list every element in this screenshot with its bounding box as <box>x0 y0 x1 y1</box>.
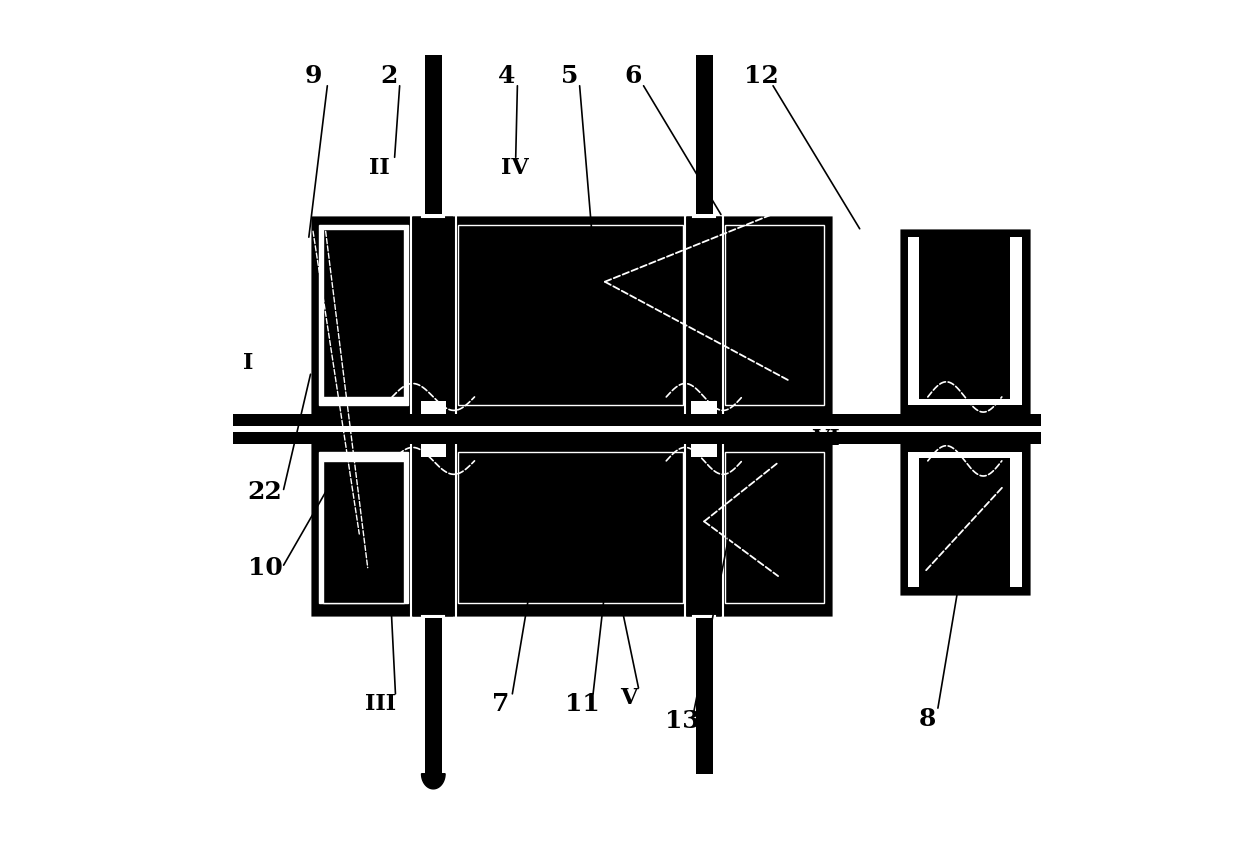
Text: 8: 8 <box>919 707 936 731</box>
Bar <box>919 237 1011 399</box>
Bar <box>233 414 1040 444</box>
Bar <box>696 618 713 774</box>
Bar <box>908 237 1022 405</box>
Bar <box>423 616 444 776</box>
Text: I: I <box>243 352 253 374</box>
Text: 4: 4 <box>497 64 515 87</box>
Bar <box>908 452 1022 587</box>
Text: 2: 2 <box>379 64 397 87</box>
Bar <box>725 452 825 603</box>
Bar <box>687 214 720 618</box>
Bar <box>693 616 715 776</box>
Bar <box>319 452 408 603</box>
Polygon shape <box>422 774 445 789</box>
Text: VI: VI <box>812 428 839 450</box>
Bar <box>410 213 456 620</box>
Bar <box>693 53 715 217</box>
Bar <box>684 213 723 620</box>
Bar <box>458 225 683 405</box>
Bar <box>919 458 1011 587</box>
Text: II: II <box>370 157 389 179</box>
Bar <box>696 55 713 214</box>
Bar <box>425 55 441 214</box>
Text: 6: 6 <box>624 64 641 87</box>
Text: III: III <box>365 693 396 715</box>
Text: 13: 13 <box>665 709 699 733</box>
Text: 11: 11 <box>564 692 599 716</box>
Text: 5: 5 <box>560 64 578 87</box>
Text: 9: 9 <box>304 64 322 87</box>
Bar <box>425 618 441 774</box>
Bar <box>309 214 835 618</box>
Bar <box>898 227 1032 597</box>
Bar <box>898 227 1032 597</box>
Bar <box>233 426 1040 432</box>
Bar <box>309 214 835 618</box>
Bar <box>413 214 454 618</box>
Text: V: V <box>620 687 637 709</box>
Bar <box>324 229 404 397</box>
Text: 7: 7 <box>492 692 510 716</box>
Bar <box>692 401 717 457</box>
Bar <box>725 225 825 405</box>
Text: 12: 12 <box>744 64 779 87</box>
Text: 10: 10 <box>248 556 283 579</box>
Bar <box>423 53 444 217</box>
Bar <box>420 401 446 457</box>
Bar <box>319 225 408 405</box>
Text: 22: 22 <box>248 480 283 504</box>
Bar <box>458 452 683 603</box>
Bar <box>324 461 404 603</box>
Text: IV: IV <box>501 157 528 179</box>
Bar <box>233 414 1040 444</box>
